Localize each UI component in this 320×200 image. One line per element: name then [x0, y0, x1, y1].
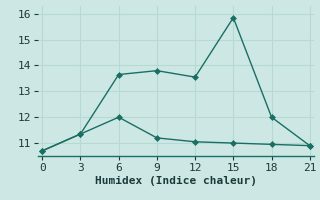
X-axis label: Humidex (Indice chaleur): Humidex (Indice chaleur): [95, 176, 257, 186]
